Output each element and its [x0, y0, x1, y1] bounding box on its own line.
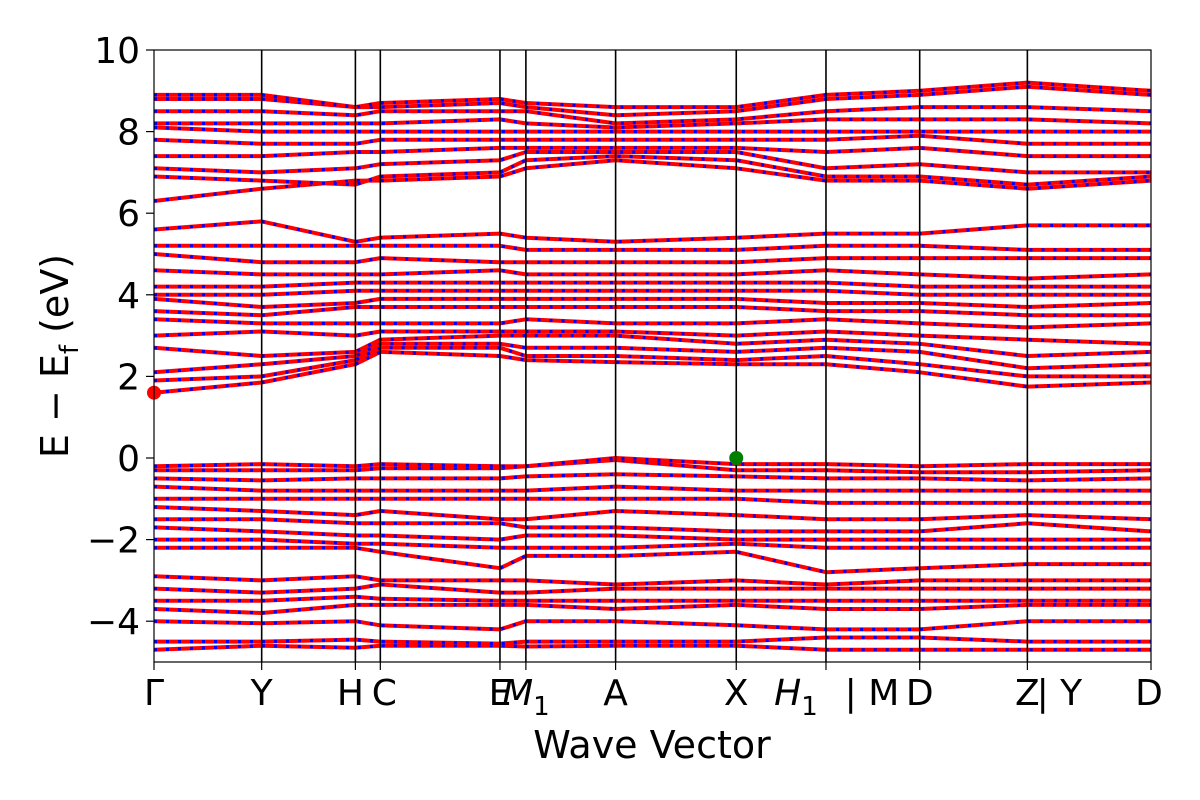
y-tick-label: −2: [87, 521, 140, 562]
y-axis-title-group: E − Ef (eV): [33, 254, 85, 458]
band-0-spin-up: [153, 643, 1151, 652]
y-tick-label: 6: [117, 194, 140, 235]
band-7-spin-up: [154, 545, 1151, 575]
y-tick-label: −4: [87, 602, 140, 643]
y-axis-title-unit: (eV): [33, 254, 77, 345]
y-axis-title: E − Ef (eV): [33, 254, 85, 458]
band-17-spin-down: [153, 350, 1152, 395]
band-6-spin-up: [153, 574, 1151, 587]
valence-band-maximum-marker: [729, 451, 744, 465]
band-14-spin-up: [153, 472, 1152, 483]
band-13-spin-up: [153, 484, 1151, 493]
band-23-spin-up: [153, 305, 1151, 318]
band-30-spin-down: [153, 219, 1151, 244]
band-25-spin-up: [154, 288, 1151, 297]
x-tick-label: Y: [250, 673, 274, 714]
kpoint-lines: [260, 50, 1029, 662]
y-tick-label: 4: [117, 276, 140, 317]
y-axis-title-main: E − E: [33, 354, 77, 458]
band-27-spin-up: [153, 268, 1152, 281]
x-axis-title: Wave Vector: [533, 723, 771, 767]
band-8-spin-up: [154, 537, 1151, 550]
x-tick-label: X: [724, 673, 749, 714]
band-33-spin-up: [153, 150, 1151, 175]
band-20-spin-down: [153, 334, 1152, 358]
x-tick-label: H1: [774, 673, 818, 722]
band-2-spin-up: [153, 619, 1151, 632]
band-29-spin-up: [154, 243, 1151, 252]
band-32-spin-down: [153, 154, 1152, 187]
x-tick-label: Γ: [144, 673, 164, 714]
y-tick-label: 10: [94, 31, 140, 72]
x-tick-label: A: [603, 673, 628, 714]
y-axis-title-subscript: f: [55, 344, 85, 354]
band-28-spin-up: [153, 252, 1151, 265]
y-tick-label: 0: [117, 439, 140, 480]
band-26-spin-up: [154, 280, 1151, 289]
band-24-spin-up: [153, 296, 1152, 309]
band-18-spin-down: [153, 346, 1151, 383]
band-1-spin-up: [154, 635, 1151, 646]
band-38-spin-up: [154, 105, 1152, 126]
band-30-spin-up: [153, 219, 1151, 244]
bands-layer: [153, 80, 1152, 652]
y-tick-label: 2: [117, 357, 140, 398]
band-3-spin-up: [153, 602, 1151, 615]
band-34-spin-up: [154, 145, 1151, 159]
x-tick-label: D: [906, 673, 934, 714]
band-edge-markers: [147, 385, 744, 465]
band-19-spin-down: [153, 342, 1152, 374]
x-tick-label: Z: [1015, 673, 1040, 714]
y-tick-label: 8: [117, 113, 140, 154]
x-tick-label: | Y: [1037, 673, 1084, 714]
band-10-spin-up: [154, 517, 1152, 534]
band-4-spin-up: [154, 594, 1151, 603]
band-5-spin-up: [153, 582, 1151, 595]
band-40-spin-up: [154, 80, 1152, 110]
band-21-spin-up: [153, 329, 1152, 346]
x-tick-label: E: [489, 673, 512, 714]
band-36-spin-up: [153, 125, 1151, 134]
x-tick-label: M1: [502, 673, 550, 722]
band-7-spin-down: [154, 546, 1151, 574]
band-35-spin-up: [153, 133, 1151, 146]
x-tick-label: C: [372, 673, 397, 714]
band-12-spin-up: [154, 496, 1151, 505]
band-22-spin-up: [153, 317, 1152, 330]
y-axis-ticks: −4 −2 0 2 4 6 8 10: [87, 31, 154, 643]
band-11-spin-up: [153, 505, 1152, 522]
band-9-spin-up: [153, 525, 1151, 542]
x-tick-label: H: [337, 673, 364, 714]
band-37-spin-up: [154, 117, 1152, 130]
band-16-spin-up: [153, 456, 1151, 469]
x-tick-label: | M: [845, 673, 900, 714]
x-tick-label: D: [1135, 673, 1163, 714]
plot-frame: [153, 49, 1152, 663]
